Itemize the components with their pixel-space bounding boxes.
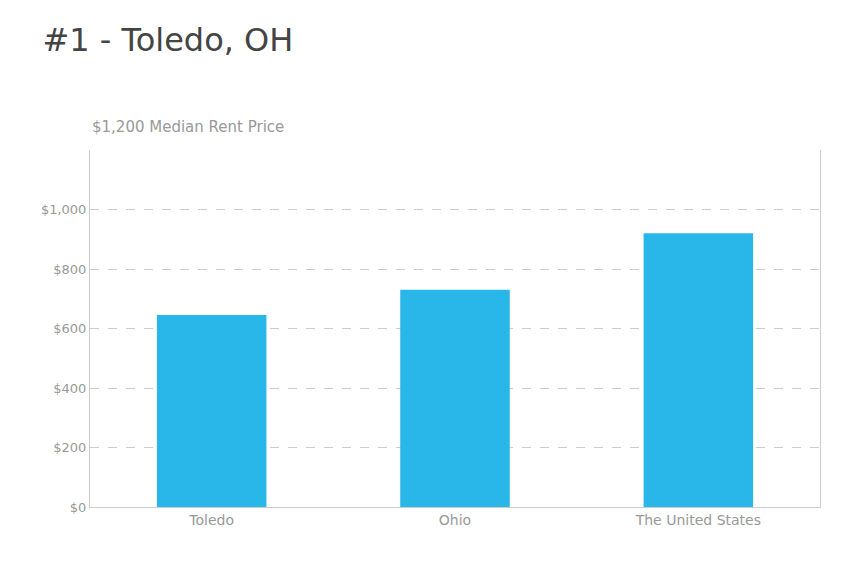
svg-text:$1,000: $1,000 xyxy=(41,202,87,217)
svg-text:$1,200 Median Rent Price: $1,200 Median Rent Price xyxy=(92,118,284,136)
svg-text:The United States: The United States xyxy=(635,512,761,528)
svg-text:$400: $400 xyxy=(53,381,86,396)
svg-text:Ohio: Ohio xyxy=(439,512,471,528)
svg-text:$800: $800 xyxy=(53,262,86,277)
svg-text:#1 - Toledo, OH: #1 - Toledo, OH xyxy=(43,21,294,59)
svg-text:Toledo: Toledo xyxy=(188,512,234,528)
svg-text:$0: $0 xyxy=(70,500,87,515)
svg-text:$600: $600 xyxy=(53,321,86,336)
svg-text:$200: $200 xyxy=(53,440,86,455)
